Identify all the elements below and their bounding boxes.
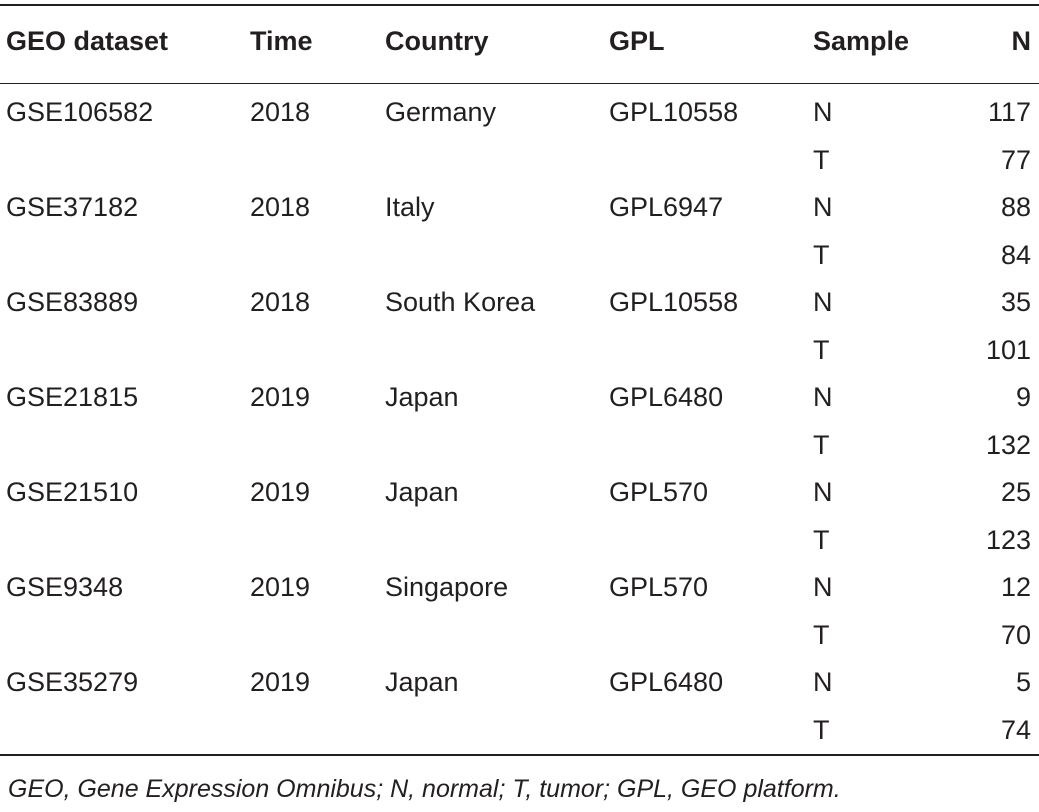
table-footnote: GEO, Gene Expression Omnibus; N, normal;… [8,775,841,803]
header-sample: Sample [813,26,910,56]
header-gpl: GPL [609,26,665,56]
cell-time: 2018 [250,287,311,317]
cell-time: 2018 [250,97,311,127]
cell-country: Italy [385,192,435,222]
cell-sample: N [813,667,833,697]
cell-n: 123 [985,524,1031,555]
cell-sample: N [813,572,833,602]
table-top-rule [0,4,1039,6]
cell-country: Singapore [385,572,509,602]
cell-geo-dataset: GSE21510 [6,477,139,507]
cell-geo-dataset: GSE83889 [6,287,139,317]
cell-n: 12 [1000,572,1031,602]
cell-gpl: GPL10558 [609,97,739,127]
cell-geo-dataset: GSE35279 [6,667,139,697]
cell-sample: N [813,192,833,222]
cell-gpl: GPL570 [609,477,709,507]
cell-n: 132 [985,429,1031,460]
cell-n: 84 [1000,239,1031,270]
cell-sample: T [813,619,830,650]
cell-sample: N [813,382,833,412]
cell-n: 77 [1000,144,1031,175]
cell-sample: N [813,97,833,127]
cell-time: 2019 [250,667,311,697]
cell-sample: T [813,239,830,270]
cell-country: Japan [385,382,459,412]
cell-n: 25 [1000,477,1031,507]
cell-n: 88 [1000,192,1031,222]
cell-time: 2019 [250,382,311,412]
header-geo-dataset: GEO dataset [6,26,169,56]
cell-n: 9 [1015,382,1031,412]
cell-gpl: GPL10558 [609,287,739,317]
cell-gpl: GPL6480 [609,382,724,412]
cell-country: Germany [385,97,497,127]
cell-geo-dataset: GSE37182 [6,192,139,222]
cell-sample: T [813,144,830,175]
cell-sample: T [813,524,830,555]
cell-gpl: GPL6947 [609,192,724,222]
cell-country: South Korea [385,287,536,317]
header-country: Country [385,26,489,56]
table-bottom-rule [0,754,1039,756]
cell-sample: T [813,714,830,745]
cell-n: 74 [1000,714,1031,745]
cell-sample: T [813,429,830,460]
cell-n: 70 [1000,619,1031,650]
cell-geo-dataset: GSE9348 [6,572,124,602]
cell-geo-dataset: GSE106582 [6,97,154,127]
cell-gpl: GPL570 [609,572,709,602]
cell-n: 35 [1000,287,1031,317]
cell-country: Japan [385,667,459,697]
header-divider-rule [0,83,1039,84]
cell-gpl: GPL6480 [609,667,724,697]
cell-sample: N [813,477,833,507]
cell-time: 2019 [250,572,311,602]
cell-time: 2018 [250,192,311,222]
cell-geo-dataset: GSE21815 [6,382,139,412]
cell-time: 2019 [250,477,311,507]
cell-sample: T [813,334,830,365]
cell-n: 5 [1015,667,1031,697]
header-time: Time [250,26,313,56]
cell-n: 117 [987,97,1031,127]
cell-country: Japan [385,477,459,507]
header-n: N [1011,26,1032,56]
cell-sample: N [813,287,833,317]
cell-n: 101 [985,334,1031,365]
